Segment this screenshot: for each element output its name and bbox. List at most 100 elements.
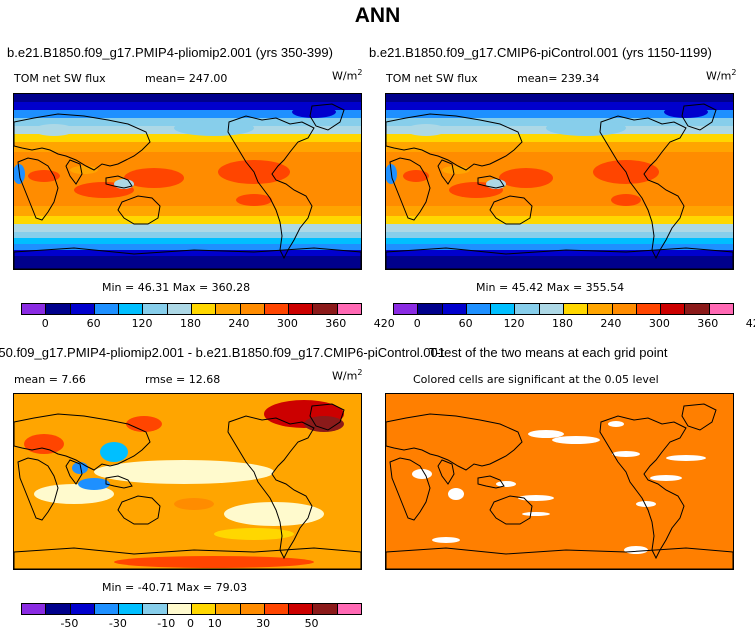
coastline bbox=[386, 247, 733, 269]
coastline bbox=[599, 415, 687, 560]
colorbar-swatch bbox=[539, 304, 564, 314]
map-band bbox=[14, 152, 361, 164]
panel3-minmax: Min = -40.71 Max = 79.03 bbox=[102, 581, 248, 594]
coastline bbox=[437, 159, 455, 185]
panel3-units: W/m2 bbox=[332, 368, 363, 383]
panel1-mean: mean= 247.00 bbox=[145, 72, 228, 85]
panel1-units: W/m2 bbox=[332, 68, 363, 83]
coastline bbox=[681, 403, 717, 431]
colorbar-swatch bbox=[119, 604, 144, 614]
colorbar-swatch bbox=[337, 304, 361, 314]
map-hotspot bbox=[403, 170, 429, 182]
colorbar-tick-label: 180 bbox=[552, 317, 573, 330]
colorbar-swatch bbox=[709, 304, 733, 314]
colorbar-swatch bbox=[563, 304, 589, 314]
colorbar-swatch bbox=[394, 304, 419, 314]
panel3-colorbar bbox=[21, 603, 362, 615]
colorbar-swatch bbox=[22, 604, 47, 614]
panel3-map bbox=[13, 393, 362, 570]
colorbar-swatch bbox=[442, 304, 467, 314]
colorbar-swatch bbox=[143, 304, 168, 314]
colorbar-tick-label: 300 bbox=[648, 317, 670, 330]
coastline bbox=[309, 403, 345, 431]
map-anomaly bbox=[126, 416, 162, 432]
map-coolspot bbox=[406, 124, 446, 136]
coastline bbox=[309, 103, 345, 131]
colorbar-tick-label: 120 bbox=[503, 317, 525, 330]
map-band bbox=[14, 250, 361, 256]
map-anomaly bbox=[114, 556, 314, 568]
panel2-units: W/m2 bbox=[706, 68, 737, 83]
insignificant-cell bbox=[636, 501, 656, 507]
panel3-case: b.e21.B1850.f09_g17.PMIP4-pliomip2.001 -… bbox=[0, 345, 445, 360]
coastline bbox=[681, 103, 717, 131]
coastline bbox=[105, 475, 133, 489]
map-band bbox=[386, 118, 733, 126]
colorbar-swatch bbox=[612, 304, 637, 314]
colorbar-swatch bbox=[264, 604, 290, 614]
map-coolspot bbox=[292, 106, 336, 118]
colorbar-tick-label: 300 bbox=[276, 317, 298, 330]
colorbar-tick-label: 240 bbox=[228, 317, 250, 330]
colorbar-tick-label: 360 bbox=[697, 317, 719, 330]
map-coolspot bbox=[34, 124, 74, 136]
panel4-subtitle: Colored cells are significant at the 0.0… bbox=[413, 373, 659, 386]
colorbar-swatch bbox=[70, 604, 95, 614]
map-band bbox=[386, 134, 733, 142]
map-hotspot bbox=[124, 168, 184, 188]
colorbar-tick-label: 360 bbox=[325, 317, 347, 330]
map-band bbox=[14, 164, 361, 194]
map-band bbox=[14, 102, 361, 110]
map-band bbox=[14, 110, 361, 118]
panel2-var: TOM net SW flux bbox=[386, 72, 478, 85]
insignificant-cell bbox=[522, 512, 550, 516]
colorbar-tick-label: 420 bbox=[373, 317, 395, 330]
colorbar-swatch bbox=[313, 604, 338, 614]
panel2-minmax: Min = 45.42 Max = 355.54 bbox=[476, 281, 625, 294]
map-anomaly bbox=[24, 434, 64, 454]
map-band bbox=[14, 206, 361, 216]
panel2-colorbar bbox=[393, 303, 734, 315]
map-band bbox=[14, 118, 361, 126]
colorbar-swatch bbox=[661, 304, 686, 314]
panel4-map bbox=[385, 393, 734, 570]
map-band bbox=[386, 152, 733, 164]
colorbar-tick-label: -10 bbox=[157, 617, 176, 630]
panel3-rmse: rmse = 12.68 bbox=[145, 373, 221, 386]
coastline bbox=[477, 475, 505, 489]
colorbar-tick-label: 50 bbox=[304, 617, 319, 630]
coastline bbox=[389, 157, 431, 221]
map-hotspot bbox=[190, 184, 238, 200]
insignificant-cell bbox=[528, 430, 564, 438]
insignificant-cell bbox=[624, 546, 648, 554]
map-band bbox=[386, 256, 733, 269]
colorbar-swatch bbox=[46, 604, 71, 614]
colorbar-swatch bbox=[216, 304, 241, 314]
colorbar-swatch bbox=[191, 604, 217, 614]
colorbar-swatch bbox=[515, 304, 540, 314]
coastline bbox=[227, 115, 315, 260]
coastline bbox=[117, 195, 161, 225]
colorbar-swatch bbox=[418, 304, 443, 314]
map-band bbox=[14, 142, 361, 152]
colorbar-tick-label: 60 bbox=[458, 317, 473, 330]
colorbar-swatch bbox=[685, 304, 710, 314]
colorbar-tick-label: 0 bbox=[41, 317, 49, 330]
colorbar-tick-label: 0 bbox=[187, 617, 194, 630]
colorbar-tick-label: 0 bbox=[413, 317, 421, 330]
panel1-var: TOM net SW flux bbox=[14, 72, 106, 85]
colorbar-tick-label: 180 bbox=[180, 317, 201, 330]
colorbar-swatch bbox=[94, 304, 120, 314]
map-coolspot bbox=[546, 120, 626, 136]
colorbar-swatch bbox=[264, 304, 290, 314]
colorbar-tick-label: -30 bbox=[108, 617, 127, 630]
insignificant-cell bbox=[518, 495, 554, 501]
colorbar-tick-label: -50 bbox=[60, 617, 79, 630]
colorbar-swatch bbox=[491, 304, 516, 314]
map-band bbox=[14, 134, 361, 142]
coastline bbox=[65, 159, 83, 185]
map-band bbox=[386, 224, 733, 232]
map-band bbox=[386, 206, 733, 216]
insignificant-cell bbox=[552, 436, 600, 444]
colorbar-tick-label: 60 bbox=[86, 317, 101, 330]
